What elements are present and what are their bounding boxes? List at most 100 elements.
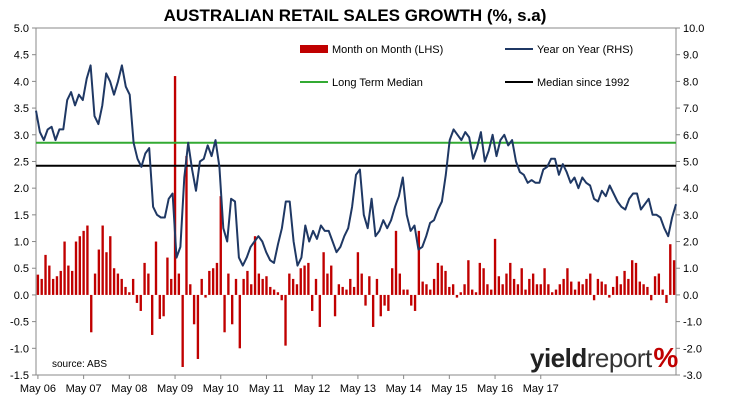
right-tick-label: 9.0 [683, 50, 698, 62]
mom-bar [307, 262, 310, 295]
x-tick-label: May 06 [20, 383, 56, 395]
mom-bar [634, 262, 638, 295]
x-tick-label: May 09 [157, 383, 193, 395]
mom-bar [166, 257, 169, 295]
mom-bar [170, 278, 173, 295]
mom-bar [516, 284, 520, 295]
mom-bar [566, 268, 569, 295]
mom-bar [265, 276, 268, 295]
left-tick-label: 5.0 [14, 23, 29, 35]
mom-bar [402, 289, 405, 295]
mom-bar [657, 273, 661, 295]
mom-bar [181, 294, 184, 367]
mom-bar [135, 294, 139, 303]
mom-bar [143, 262, 146, 295]
mom-bar [646, 286, 649, 295]
left-tick-label: 2.5 [14, 156, 29, 168]
mom-bar [211, 268, 215, 295]
mom-bar [413, 294, 417, 311]
mom-bar [276, 292, 280, 295]
x-tick-label: May 17 [523, 383, 559, 395]
mom-bar [463, 284, 466, 295]
mom-bar [421, 281, 424, 295]
x-tick-label: May 13 [340, 383, 376, 395]
mom-bar [291, 278, 295, 295]
mom-bar [551, 292, 554, 295]
left-tick-label: -1.0 [10, 343, 29, 355]
left-tick-label: 1.5 [14, 210, 29, 222]
mom-bar [192, 294, 196, 325]
mom-bar [234, 278, 238, 295]
mom-bar [71, 270, 74, 295]
mom-bar [493, 238, 497, 295]
mom-bar [162, 294, 165, 317]
mom-bar [341, 286, 344, 295]
mom-bar [627, 278, 630, 295]
mom-bar [109, 236, 112, 295]
mom-bar [573, 289, 577, 295]
left-tick-label: 4.5 [14, 50, 29, 62]
mom-bar [482, 268, 485, 295]
mom-bar [379, 294, 382, 317]
left-tick-label: -0.5 [10, 317, 29, 329]
mom-bar [204, 294, 207, 298]
mom-bar [200, 278, 203, 295]
left-tick-label: 0.5 [14, 263, 29, 275]
mom-bar [394, 230, 398, 295]
mom-bar [539, 284, 542, 295]
mom-bar [345, 289, 348, 295]
mom-bar [581, 284, 584, 295]
mom-bar [250, 284, 253, 295]
mom-bar [151, 294, 154, 335]
mom-bar [436, 262, 440, 295]
legend-mom-swatch [300, 45, 328, 53]
mom-bar [562, 278, 565, 295]
mom-bar [665, 294, 668, 303]
mom-bar [63, 241, 66, 295]
mom-bar [196, 294, 200, 359]
mom-bar [112, 268, 116, 295]
yoy-series-line [35, 64, 677, 267]
mom-bar [105, 252, 108, 295]
mom-bar [444, 270, 447, 295]
mom-bar [59, 270, 62, 295]
mom-bar [440, 265, 443, 295]
mom-bar [67, 265, 70, 295]
mom-bar [669, 244, 672, 295]
mom-bar [97, 249, 101, 295]
mom-bar [238, 294, 241, 349]
mom-bar [524, 289, 527, 295]
x-tick-label: May 15 [431, 383, 467, 395]
mom-bar [352, 286, 356, 295]
mom-bar [231, 294, 234, 325]
x-tick-label: May 16 [477, 383, 513, 395]
mom-bar [158, 294, 161, 319]
mom-bar [623, 270, 626, 295]
mom-bar [672, 260, 676, 295]
left-tick-label: 3.0 [14, 130, 29, 142]
mom-bar [364, 294, 367, 306]
mom-bar [429, 289, 432, 295]
mom-bar [383, 294, 386, 306]
mom-bar [619, 284, 622, 295]
mom-bar [611, 286, 615, 295]
mom-bar [558, 284, 561, 295]
mom-bar [368, 276, 371, 295]
mom-bar [608, 294, 611, 298]
brand-pct: % [653, 342, 678, 373]
mom-bar [48, 265, 51, 295]
mom-bar [242, 278, 245, 295]
mom-bar [189, 284, 192, 295]
mom-bar [505, 273, 508, 295]
mom-bar [257, 273, 261, 295]
mom-bar [44, 254, 47, 295]
right-tick-label: 0.0 [683, 290, 698, 302]
mom-bar [215, 262, 219, 295]
right-tick-label: -3.0 [683, 370, 702, 382]
mom-bar [512, 278, 516, 295]
mom-bar [185, 156, 188, 295]
mom-bar [272, 289, 276, 295]
mom-bar [86, 225, 89, 295]
x-tick-label: May 10 [203, 383, 239, 395]
